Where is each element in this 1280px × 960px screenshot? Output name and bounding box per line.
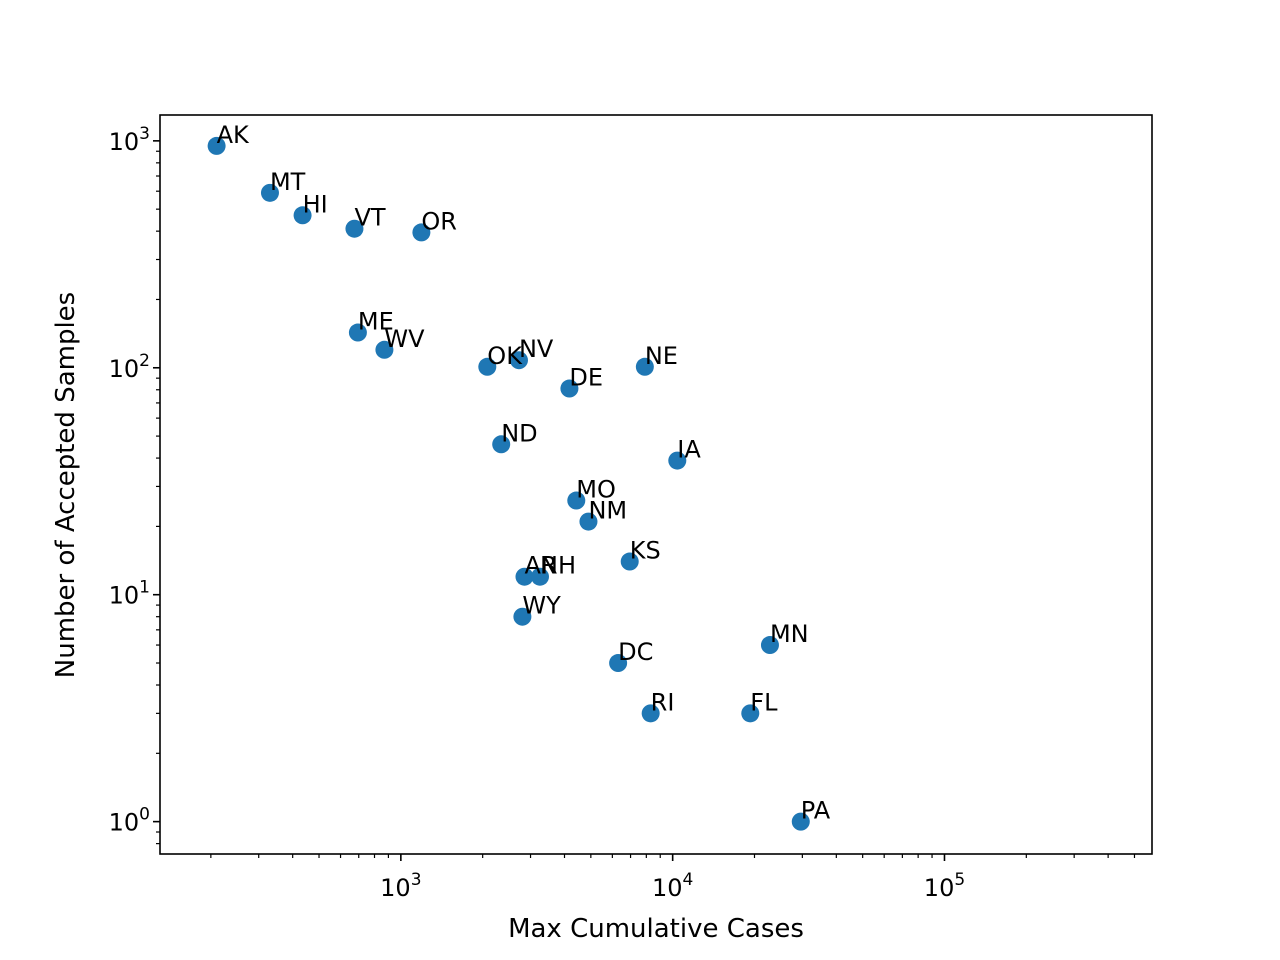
data-point-nm: [579, 512, 598, 531]
data-points: [207, 136, 810, 831]
plot-frame: [159, 114, 1153, 855]
point-label-wv: WV: [384, 325, 425, 353]
point-label-me: ME: [358, 308, 394, 336]
x-axis-label: Max Cumulative Cases: [508, 914, 804, 944]
x-tick-label: 105: [924, 870, 965, 902]
data-point-hi: [293, 206, 312, 225]
point-label-or: OR: [421, 207, 457, 235]
point-label-ks: KS: [630, 537, 661, 565]
y-tick-label: 103: [109, 124, 150, 156]
data-point-me: [348, 323, 367, 342]
point-label-ri: RI: [651, 688, 675, 716]
data-point-nh: [530, 567, 549, 586]
point-label-de: DE: [569, 364, 603, 392]
data-point-ne: [635, 357, 654, 376]
point-label-ia: IA: [677, 436, 701, 464]
data-point-dc: [609, 654, 628, 673]
point-label-dc: DC: [618, 638, 653, 666]
point-label-mt: MT: [270, 168, 306, 196]
data-point-wy: [513, 607, 532, 626]
point-label-ar: AR: [524, 552, 557, 580]
data-point-or: [412, 223, 431, 242]
data-point-nd: [492, 435, 511, 454]
data-point-mt: [260, 183, 279, 202]
point-label-ok: OK: [487, 342, 523, 370]
x-tick-label: 104: [652, 870, 693, 902]
data-point-nv: [509, 351, 528, 370]
point-label-wy: WY: [522, 592, 561, 620]
point-label-mn: MN: [770, 620, 809, 648]
y-axis-label: Number of Accepted Samples: [51, 292, 81, 678]
point-label-mo: MO: [576, 476, 616, 504]
point-label-ak: AK: [217, 121, 250, 149]
point-label-nv: NV: [519, 335, 554, 363]
point-label-fl: FL: [750, 688, 778, 716]
data-point-ar: [515, 567, 534, 586]
data-point-fl: [741, 704, 760, 723]
y-tick-label: 102: [109, 351, 150, 383]
data-point-mn: [760, 636, 779, 655]
data-point-ri: [641, 704, 660, 723]
point-label-hi: HI: [303, 190, 328, 218]
point-label-nh: NH: [540, 552, 576, 580]
data-point-de: [560, 379, 579, 398]
data-point-ia: [668, 451, 687, 470]
data-point-vt: [345, 219, 364, 238]
x-tick-label: 103: [380, 870, 421, 902]
point-label-ne: NE: [645, 342, 678, 370]
y-tick-label: 100: [109, 805, 150, 837]
data-point-wv: [375, 340, 394, 359]
data-point-ak: [207, 136, 226, 155]
point-label-nd: ND: [501, 419, 537, 447]
major-ticks: 103 104 105 100 101 102 103: [109, 124, 966, 902]
point-label-pa: PA: [801, 797, 831, 825]
data-point-ok: [478, 357, 497, 376]
point-label-vt: VT: [354, 204, 385, 232]
data-point-mo: [567, 491, 586, 510]
point-label-nm: NM: [588, 497, 627, 525]
data-point-pa: [791, 812, 810, 831]
data-point-ks: [620, 552, 639, 571]
minor-ticks: [156, 150, 1136, 858]
y-tick-label: 101: [109, 578, 150, 610]
